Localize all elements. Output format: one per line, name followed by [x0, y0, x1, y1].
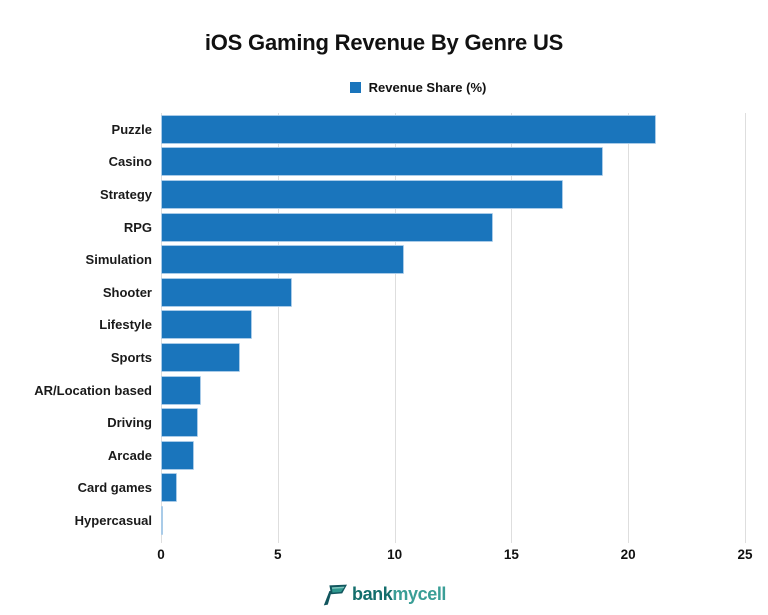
bar-track: [161, 408, 745, 438]
category-label: Card games: [77, 480, 152, 496]
logo-text-bank: bank: [351, 584, 393, 605]
bar-card-games: [161, 473, 178, 503]
bar-track: [161, 114, 745, 144]
bar-track: [161, 473, 745, 503]
chart-row: Simulation: [10, 243, 745, 276]
x-tick-label-5: 5: [274, 546, 282, 562]
category-label: Simulation: [85, 252, 152, 268]
chart-row: Hypercasual: [10, 504, 745, 537]
bar-shooter: [161, 277, 292, 307]
bar-ar-location-based: [161, 375, 201, 405]
bar-track: [161, 375, 745, 405]
x-tick-label-15: 15: [503, 546, 519, 562]
chart-title: iOS Gaming Revenue By Genre US: [204, 30, 564, 55]
bar-puzzle: [161, 114, 657, 144]
bar-track: [161, 179, 745, 209]
bar-rpg: [161, 212, 493, 242]
chart-row: Arcade: [10, 439, 745, 472]
bankmycell-logo-text: bankmycell: [352, 584, 446, 605]
category-label: Sports: [110, 349, 152, 365]
chart-row: Strategy: [10, 178, 745, 211]
bar-sports: [161, 342, 241, 372]
bar-track: [161, 310, 745, 340]
category-label: Strategy: [99, 186, 152, 202]
gridline-15: [511, 113, 513, 543]
chart-row: Sports: [10, 341, 745, 374]
category-label: Arcade: [107, 447, 152, 463]
bar-arcade: [161, 440, 194, 470]
category-label: Driving: [107, 415, 152, 431]
chart-row: Card games: [10, 472, 745, 505]
category-label: AR/Location based: [34, 382, 152, 398]
chart-legend[interactable]: Revenue Share (%): [34, 80, 768, 95]
category-label: Lifestyle: [99, 317, 152, 333]
bar-track: [161, 440, 745, 470]
brand-footer[interactable]: bankmycell: [0, 583, 768, 607]
bar-driving: [161, 408, 199, 438]
plot-area: Puzzle Casino Strategy RPG Simulation Shooter…: [10, 113, 746, 543]
chart-row: Shooter: [10, 276, 745, 309]
bar-strategy: [161, 179, 563, 209]
x-tick-label-20: 20: [620, 546, 636, 562]
x-tick-label-0: 0: [157, 546, 165, 562]
chart-row: Puzzle: [10, 113, 745, 146]
bar-track: [161, 245, 745, 275]
x-axis: 0 5 10 15 20 25: [157, 545, 752, 567]
chart-row: Driving: [10, 406, 745, 439]
chart-row: Casino: [10, 146, 745, 179]
chart-row: RPG: [10, 211, 745, 244]
gridline-25: [745, 113, 746, 543]
gridline-5: [277, 113, 279, 543]
bar-track: [161, 277, 745, 307]
legend-swatch-icon: [349, 82, 361, 93]
category-label: Hypercasual: [74, 512, 152, 528]
bar-track: [161, 505, 745, 535]
bar-track: [161, 147, 745, 177]
category-label: RPG: [123, 219, 152, 235]
bar-track: [161, 212, 745, 242]
bankmycell-flag-icon: [323, 584, 347, 606]
bar-track: [161, 342, 745, 372]
category-label: Casino: [108, 154, 152, 170]
bar-lifestyle: [161, 310, 253, 340]
logo-text-mycell: mycell: [392, 584, 447, 605]
gridline-20: [628, 113, 630, 543]
legend-label: Revenue Share (%): [368, 80, 487, 95]
x-tick-label-25: 25: [737, 546, 753, 562]
bar-casino: [161, 147, 603, 177]
category-label: Puzzle: [111, 121, 152, 137]
bar-simulation: [161, 245, 404, 275]
bar-chart: Puzzle Casino Strategy RPG Simulation Shooter…: [10, 113, 753, 567]
category-label: Shooter: [102, 284, 152, 300]
x-tick-label-10: 10: [387, 546, 403, 562]
gridline-10: [394, 113, 396, 543]
chart-row: Lifestyle: [10, 309, 745, 342]
bar-hypercasual: [161, 505, 164, 535]
chart-row: AR/Location based: [10, 374, 745, 407]
